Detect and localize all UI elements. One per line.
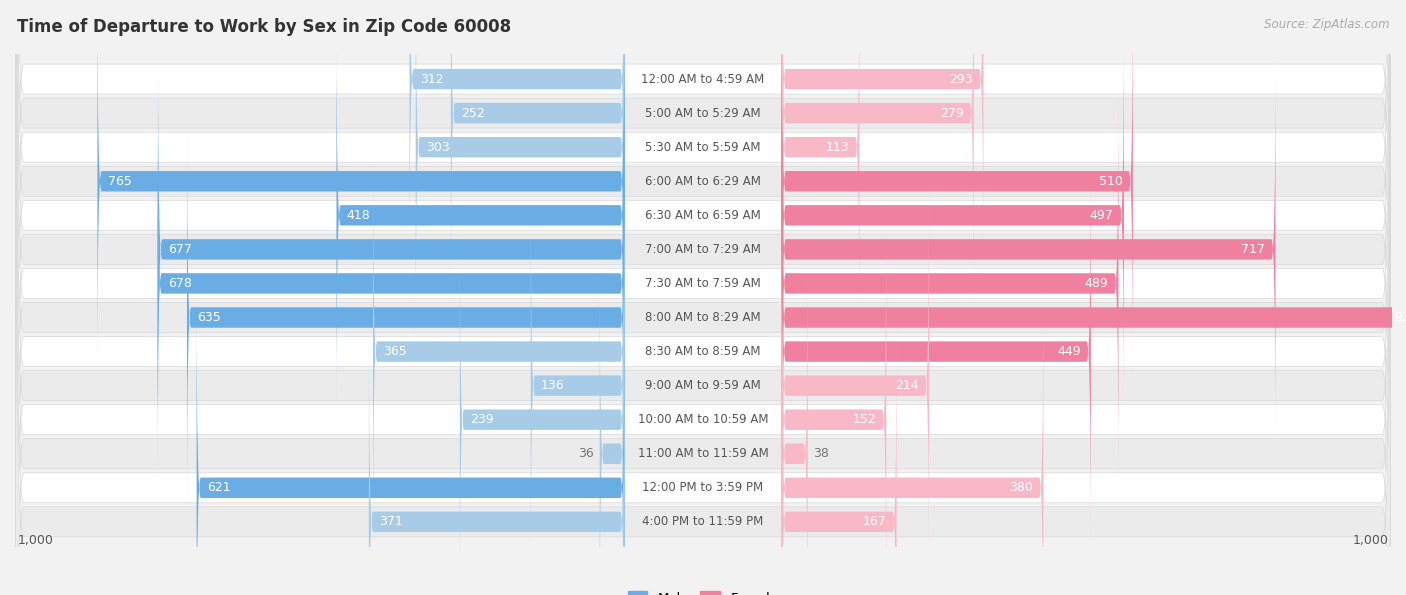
Text: 5:30 AM to 5:59 AM: 5:30 AM to 5:59 AM [645, 140, 761, 154]
Text: 7:30 AM to 7:59 AM: 7:30 AM to 7:59 AM [645, 277, 761, 290]
FancyBboxPatch shape [599, 259, 624, 595]
Text: 5:00 AM to 5:29 AM: 5:00 AM to 5:29 AM [645, 107, 761, 120]
Text: 489: 489 [1084, 277, 1108, 290]
Text: 6:30 AM to 6:59 AM: 6:30 AM to 6:59 AM [645, 209, 761, 222]
Text: 312: 312 [420, 73, 443, 86]
FancyBboxPatch shape [97, 0, 624, 375]
Text: 621: 621 [207, 481, 231, 494]
Text: 136: 136 [541, 379, 565, 392]
Text: 8:00 AM to 8:29 AM: 8:00 AM to 8:29 AM [645, 311, 761, 324]
FancyBboxPatch shape [157, 55, 624, 443]
FancyBboxPatch shape [460, 226, 624, 595]
Text: 677: 677 [169, 243, 193, 256]
Text: 12:00 AM to 4:59 AM: 12:00 AM to 4:59 AM [641, 73, 765, 86]
Text: 449: 449 [1057, 345, 1081, 358]
FancyBboxPatch shape [15, 0, 1391, 541]
FancyBboxPatch shape [15, 60, 1391, 595]
FancyBboxPatch shape [782, 55, 1275, 443]
Text: Source: ZipAtlas.com: Source: ZipAtlas.com [1264, 18, 1389, 31]
FancyBboxPatch shape [15, 0, 1391, 507]
Text: 635: 635 [197, 311, 221, 324]
FancyBboxPatch shape [15, 0, 1391, 595]
FancyBboxPatch shape [782, 192, 929, 580]
FancyBboxPatch shape [416, 0, 624, 342]
Text: 9:00 AM to 9:59 AM: 9:00 AM to 9:59 AM [645, 379, 761, 392]
FancyBboxPatch shape [15, 0, 1391, 595]
FancyBboxPatch shape [15, 94, 1391, 595]
FancyBboxPatch shape [782, 89, 1118, 478]
Text: 279: 279 [939, 107, 963, 120]
Text: 113: 113 [825, 140, 849, 154]
Text: 11:00 AM to 11:59 AM: 11:00 AM to 11:59 AM [638, 447, 768, 461]
Text: 939: 939 [1395, 311, 1406, 324]
FancyBboxPatch shape [187, 123, 624, 512]
FancyBboxPatch shape [15, 0, 1391, 575]
FancyBboxPatch shape [782, 0, 974, 307]
FancyBboxPatch shape [409, 0, 624, 273]
Text: 418: 418 [347, 209, 371, 222]
Text: 717: 717 [1241, 243, 1265, 256]
FancyBboxPatch shape [157, 89, 624, 478]
Text: 497: 497 [1090, 209, 1114, 222]
FancyBboxPatch shape [15, 0, 1391, 595]
Legend: Male, Female: Male, Female [627, 591, 779, 595]
Text: 293: 293 [949, 73, 973, 86]
Text: 510: 510 [1098, 175, 1122, 188]
FancyBboxPatch shape [197, 294, 624, 595]
Text: 303: 303 [426, 140, 450, 154]
Text: 167: 167 [862, 515, 886, 528]
FancyBboxPatch shape [531, 192, 624, 580]
FancyBboxPatch shape [15, 0, 1391, 595]
Text: Time of Departure to Work by Sex in Zip Code 60008: Time of Departure to Work by Sex in Zip … [17, 18, 510, 36]
FancyBboxPatch shape [15, 0, 1391, 595]
Text: 152: 152 [852, 413, 876, 426]
FancyBboxPatch shape [15, 0, 1391, 473]
Text: 365: 365 [384, 345, 408, 358]
Text: 214: 214 [896, 379, 918, 392]
FancyBboxPatch shape [782, 0, 1133, 375]
FancyBboxPatch shape [782, 21, 1123, 409]
FancyBboxPatch shape [15, 26, 1391, 595]
FancyBboxPatch shape [782, 0, 859, 342]
FancyBboxPatch shape [782, 123, 1406, 512]
FancyBboxPatch shape [368, 328, 624, 595]
FancyBboxPatch shape [782, 259, 807, 595]
FancyBboxPatch shape [15, 0, 1391, 595]
FancyBboxPatch shape [782, 226, 886, 595]
Text: 765: 765 [108, 175, 132, 188]
Text: 38: 38 [813, 447, 830, 461]
Text: 8:30 AM to 8:59 AM: 8:30 AM to 8:59 AM [645, 345, 761, 358]
FancyBboxPatch shape [373, 158, 624, 546]
Text: 252: 252 [461, 107, 485, 120]
Text: 4:00 PM to 11:59 PM: 4:00 PM to 11:59 PM [643, 515, 763, 528]
FancyBboxPatch shape [336, 21, 624, 409]
Text: 1,000: 1,000 [17, 534, 53, 547]
Text: 1,000: 1,000 [1353, 534, 1389, 547]
Text: 36: 36 [578, 447, 595, 461]
FancyBboxPatch shape [782, 158, 1091, 546]
Text: 12:00 PM to 3:59 PM: 12:00 PM to 3:59 PM [643, 481, 763, 494]
FancyBboxPatch shape [782, 294, 1043, 595]
Text: 678: 678 [167, 277, 191, 290]
Text: 7:00 AM to 7:29 AM: 7:00 AM to 7:29 AM [645, 243, 761, 256]
FancyBboxPatch shape [15, 128, 1391, 595]
FancyBboxPatch shape [451, 0, 624, 307]
FancyBboxPatch shape [782, 0, 983, 273]
Text: 6:00 AM to 6:29 AM: 6:00 AM to 6:29 AM [645, 175, 761, 188]
Text: 10:00 AM to 10:59 AM: 10:00 AM to 10:59 AM [638, 413, 768, 426]
Text: 371: 371 [380, 515, 404, 528]
Text: 239: 239 [470, 413, 494, 426]
Text: 380: 380 [1010, 481, 1033, 494]
FancyBboxPatch shape [782, 328, 897, 595]
